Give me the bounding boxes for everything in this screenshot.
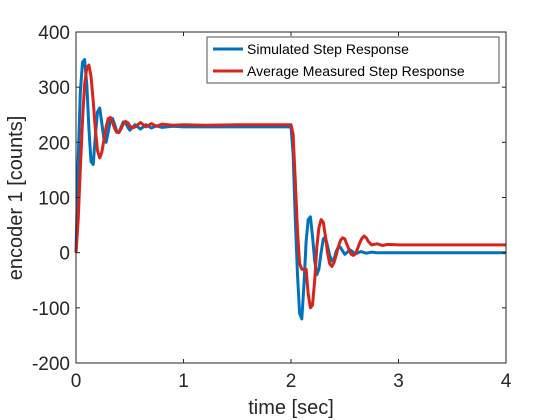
legend-label-measured: Average Measured Step Response bbox=[247, 63, 465, 79]
series-line-measured bbox=[74, 63, 506, 310]
x-tick-label: 2 bbox=[286, 371, 297, 392]
y-axis-label: encoder 1 [counts] bbox=[5, 116, 27, 281]
y-tick-label: 100 bbox=[38, 189, 70, 210]
series-layer bbox=[74, 58, 506, 321]
y-axis-ticks: -200 -100 0 100 200 300 400 bbox=[32, 23, 506, 375]
series-line-simulated bbox=[74, 58, 506, 321]
x-tick-label: 4 bbox=[501, 371, 512, 392]
y-tick-label: -100 bbox=[32, 299, 70, 320]
x-tick-label: 0 bbox=[71, 371, 82, 392]
y-tick-label: 200 bbox=[38, 133, 70, 154]
legend: Simulated Step Response Average Measured… bbox=[206, 36, 500, 84]
y-tick-label: 0 bbox=[59, 244, 70, 265]
y-tick-label: -200 bbox=[32, 354, 70, 375]
y-tick-label: 300 bbox=[38, 78, 70, 99]
x-tick-label: 1 bbox=[178, 371, 189, 392]
legend-box bbox=[206, 36, 500, 84]
y-tick-label: 400 bbox=[38, 23, 70, 44]
x-axis-label: time [sec] bbox=[248, 397, 334, 419]
legend-label-simulated: Simulated Step Response bbox=[247, 41, 409, 57]
x-axis-ticks: 0 1 2 3 4 bbox=[71, 32, 512, 392]
x-tick-label: 3 bbox=[393, 371, 404, 392]
plot-area bbox=[76, 32, 506, 363]
